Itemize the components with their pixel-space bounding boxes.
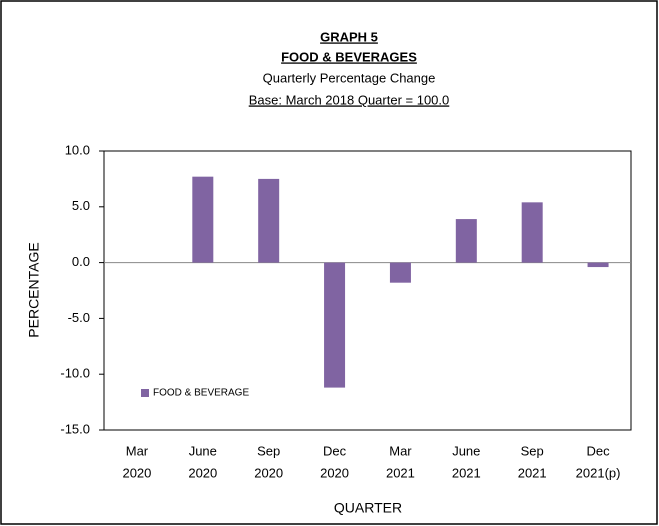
x-tick-label: Mar <box>389 443 412 458</box>
bar <box>521 202 543 263</box>
x-tick-label: 2021 <box>518 465 547 480</box>
x-tick-label: Dec <box>323 443 347 458</box>
legend-label: FOOD & BEVERAGE <box>153 388 249 399</box>
y-tick-label: 10.0 <box>65 142 90 157</box>
y-tick-label: -5.0 <box>68 310 90 325</box>
x-tick-label: Dec <box>587 443 611 458</box>
bar <box>455 219 477 263</box>
x-tick-label: 2020 <box>122 465 151 480</box>
legend-swatch <box>141 389 149 397</box>
y-tick-label: -10.0 <box>60 366 90 381</box>
chart-title: GRAPH 5 <box>320 29 378 44</box>
x-tick-label: Sep <box>257 443 280 458</box>
chart-subtitle: Quarterly Percentage Change <box>263 70 436 85</box>
bar <box>192 176 214 263</box>
x-tick-label: 2020 <box>188 465 217 480</box>
x-tick-label: 2020 <box>254 465 283 480</box>
bar <box>587 262 609 268</box>
x-tick-label: 2021(p) <box>576 465 621 480</box>
x-tick-label: June <box>452 443 480 458</box>
y-tick-label: -15.0 <box>60 421 90 436</box>
chart-title: FOOD & BEVERAGES <box>281 49 417 64</box>
y-axis-label: PERCENTAGE <box>26 242 42 337</box>
x-tick-label: Sep <box>521 443 544 458</box>
bar <box>389 262 411 283</box>
y-tick-label: 0.0 <box>72 254 90 269</box>
chart-subtitle: Base: March 2018 Quarter = 100.0 <box>249 92 450 107</box>
bar <box>258 178 280 263</box>
x-tick-label: Mar <box>126 443 149 458</box>
x-tick-label: 2021 <box>452 465 481 480</box>
x-tick-label: 2020 <box>320 465 349 480</box>
plot-area <box>103 150 632 431</box>
x-axis-label: QUARTER <box>334 500 402 516</box>
x-tick-label: 2021 <box>386 465 415 480</box>
y-tick-label: 5.0 <box>72 198 90 213</box>
bar <box>324 262 346 388</box>
x-tick-label: June <box>189 443 217 458</box>
